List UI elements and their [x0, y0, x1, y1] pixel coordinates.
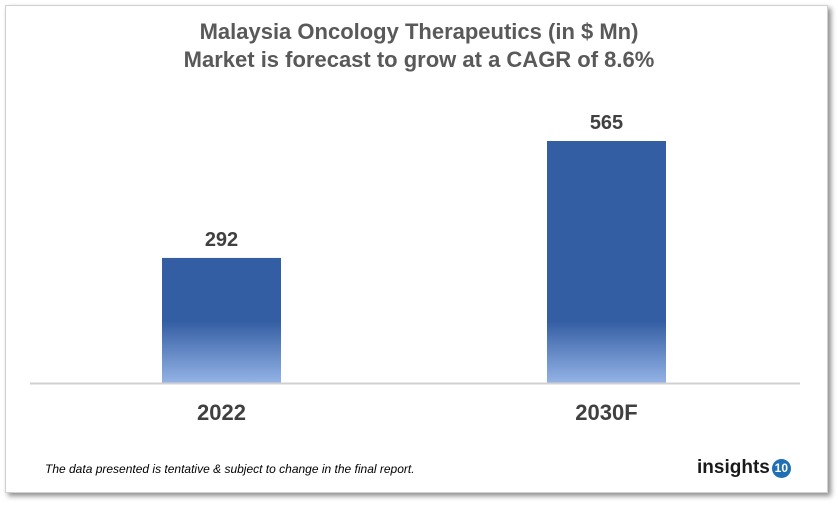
logo-badge: 10: [771, 458, 791, 478]
bar-2022: [162, 257, 281, 383]
disclaimer-note: The data presented is tentative & subjec…: [45, 462, 415, 476]
title-line-2: Market is forecast to grow at a CAGR of …: [183, 47, 655, 72]
data-label-2022: 292: [205, 229, 238, 251]
bar-2030F: [547, 140, 666, 383]
data-label-2030F: 565: [590, 112, 623, 134]
title-line-1: Malaysia Oncology Therapeutics (in $ Mn): [199, 19, 639, 44]
logo-text: insights: [697, 457, 770, 478]
x-tick-label-2030F: 2030F: [575, 400, 637, 425]
chart-title: Malaysia Oncology Therapeutics (in $ Mn)…: [0, 18, 838, 74]
x-tick-label-2022: 2022: [197, 400, 246, 425]
chart-card: [5, 5, 828, 493]
insights10-logo: insights 10: [697, 457, 791, 479]
